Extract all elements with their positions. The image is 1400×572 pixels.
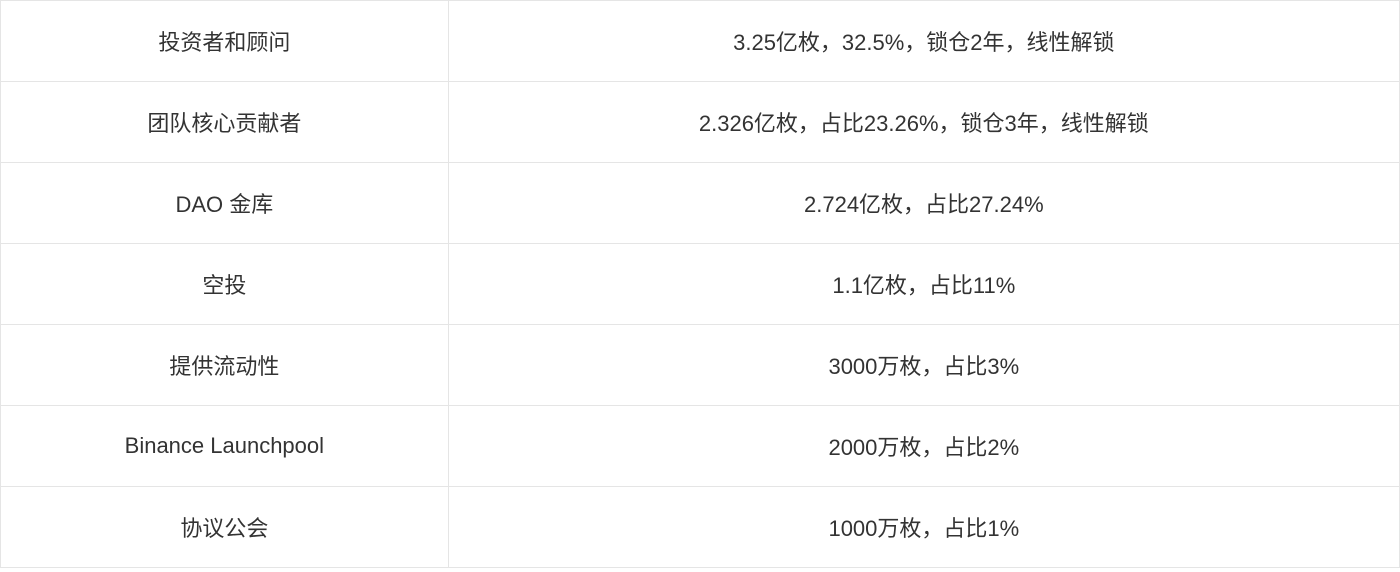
table-row: 协议公会 1000万枚，占比1%: [1, 487, 1400, 568]
value-cell: 1.1亿枚，占比11%: [448, 244, 1399, 325]
value-cell: 3000万枚，占比3%: [448, 325, 1399, 406]
table-row: Binance Launchpool 2000万枚，占比2%: [1, 406, 1400, 487]
category-cell: 提供流动性: [1, 325, 449, 406]
value-cell: 2.326亿枚，占比23.26%，锁仓3年，线性解锁: [448, 82, 1399, 163]
table-row: 投资者和顾问 3.25亿枚，32.5%，锁仓2年，线性解锁: [1, 1, 1400, 82]
table-row: DAO 金库 2.724亿枚，占比27.24%: [1, 163, 1400, 244]
category-cell: 投资者和顾问: [1, 1, 449, 82]
table-body: 投资者和顾问 3.25亿枚，32.5%，锁仓2年，线性解锁 团队核心贡献者 2.…: [1, 1, 1400, 568]
table-row: 提供流动性 3000万枚，占比3%: [1, 325, 1400, 406]
category-cell: 空投: [1, 244, 449, 325]
value-cell: 1000万枚，占比1%: [448, 487, 1399, 568]
table-row: 空投 1.1亿枚，占比11%: [1, 244, 1400, 325]
value-cell: 2.724亿枚，占比27.24%: [448, 163, 1399, 244]
value-cell: 2000万枚，占比2%: [448, 406, 1399, 487]
table-row: 团队核心贡献者 2.326亿枚，占比23.26%，锁仓3年，线性解锁: [1, 82, 1400, 163]
value-cell: 3.25亿枚，32.5%，锁仓2年，线性解锁: [448, 1, 1399, 82]
category-cell: 团队核心贡献者: [1, 82, 449, 163]
category-cell: DAO 金库: [1, 163, 449, 244]
allocation-table: 投资者和顾问 3.25亿枚，32.5%，锁仓2年，线性解锁 团队核心贡献者 2.…: [0, 0, 1400, 568]
category-cell: Binance Launchpool: [1, 406, 449, 487]
category-cell: 协议公会: [1, 487, 449, 568]
